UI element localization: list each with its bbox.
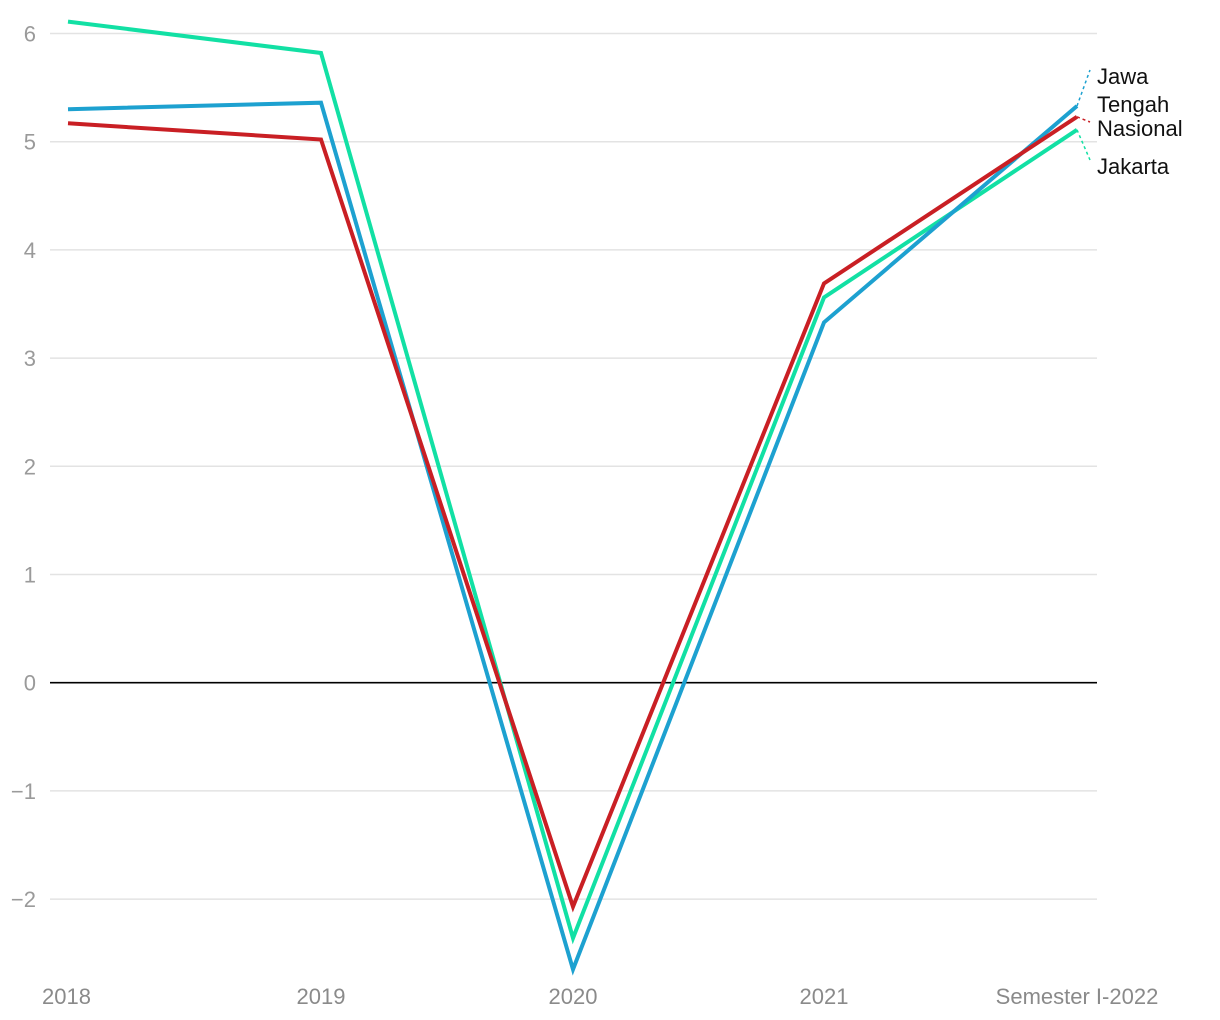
series-line-jawa-tengah — [67, 100, 1079, 976]
y-tick-label: −2 — [11, 887, 36, 912]
x-tick-label: 2021 — [800, 984, 849, 1009]
y-tick-label: 4 — [24, 238, 36, 263]
y-tick-label: 5 — [24, 130, 36, 155]
series-label: Nasional — [1097, 116, 1183, 141]
y-tick-label: −1 — [11, 779, 36, 804]
x-axis-ticks: 2018 2019 2020 2021 Semester I-2022 — [42, 984, 1158, 1009]
y-axis-ticks: −2 −1 0 1 2 3 4 5 6 — [11, 22, 36, 913]
gridlines — [50, 32, 1097, 900]
x-tick-label: 2019 — [297, 984, 346, 1009]
series-label: Tengah — [1097, 92, 1169, 117]
series-label: Jakarta — [1097, 154, 1170, 179]
x-tick-label: Semester I-2022 — [996, 984, 1159, 1009]
label-leader — [1076, 129, 1091, 161]
y-tick-label: 0 — [24, 671, 36, 696]
label-leader — [1076, 69, 1091, 107]
y-tick-label: 1 — [24, 563, 36, 588]
y-tick-label: 2 — [24, 454, 36, 479]
series-line-nasional — [67, 115, 1079, 913]
series-label: Jawa — [1097, 64, 1149, 89]
label-leader — [1076, 116, 1091, 123]
y-tick-label: 3 — [24, 346, 36, 371]
y-tick-label: 6 — [24, 22, 36, 47]
series-line-jakarta — [67, 19, 1079, 945]
series-lines — [67, 19, 1079, 976]
x-tick-label: 2018 — [42, 984, 91, 1009]
x-tick-label: 2020 — [549, 984, 598, 1009]
